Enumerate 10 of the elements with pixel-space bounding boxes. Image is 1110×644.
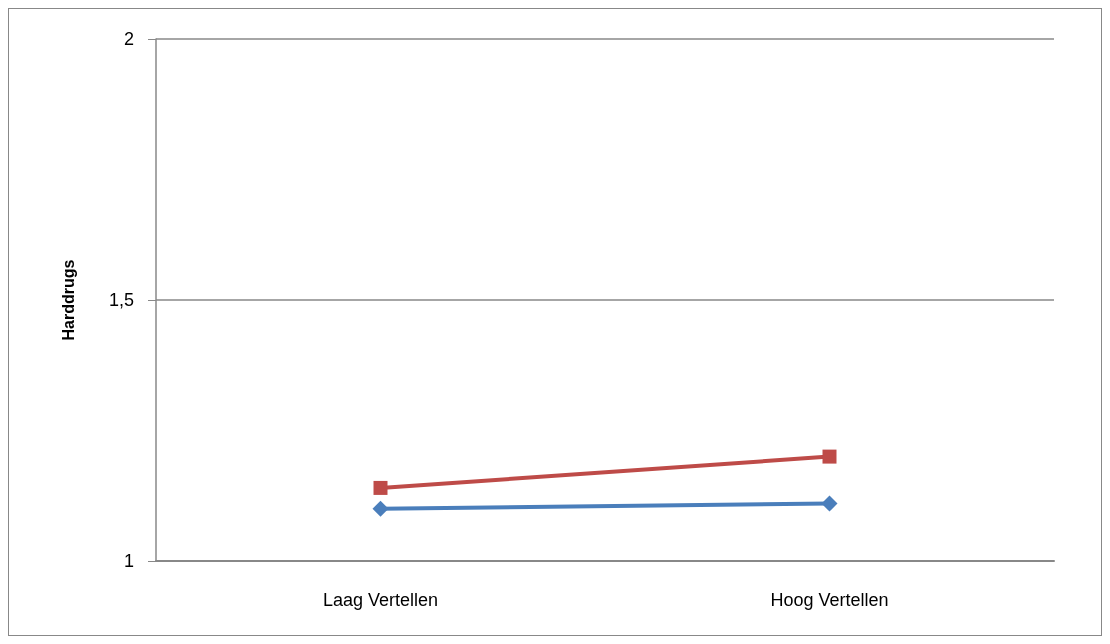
point <box>821 495 838 512</box>
point <box>822 449 837 464</box>
y-axis-title: Harddrugs <box>59 259 77 341</box>
point <box>372 500 389 517</box>
y-tick-label: 1 <box>123 551 134 571</box>
point <box>373 480 388 495</box>
x-tick-label: Laag Vertellen <box>322 590 439 610</box>
y-tick-label: 1,5 <box>108 290 134 310</box>
y-tick-label: 2 <box>123 29 134 49</box>
x-tick-label: Hoog Vertellen <box>770 590 889 610</box>
